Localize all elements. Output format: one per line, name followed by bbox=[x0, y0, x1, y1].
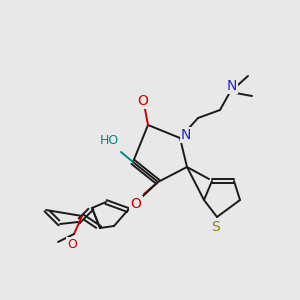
Text: N: N bbox=[181, 128, 191, 142]
Text: S: S bbox=[211, 220, 219, 234]
Text: HO: HO bbox=[99, 134, 119, 146]
Text: O: O bbox=[138, 94, 148, 108]
Text: O: O bbox=[67, 238, 77, 250]
Text: O: O bbox=[130, 197, 141, 211]
Text: N: N bbox=[227, 79, 237, 93]
